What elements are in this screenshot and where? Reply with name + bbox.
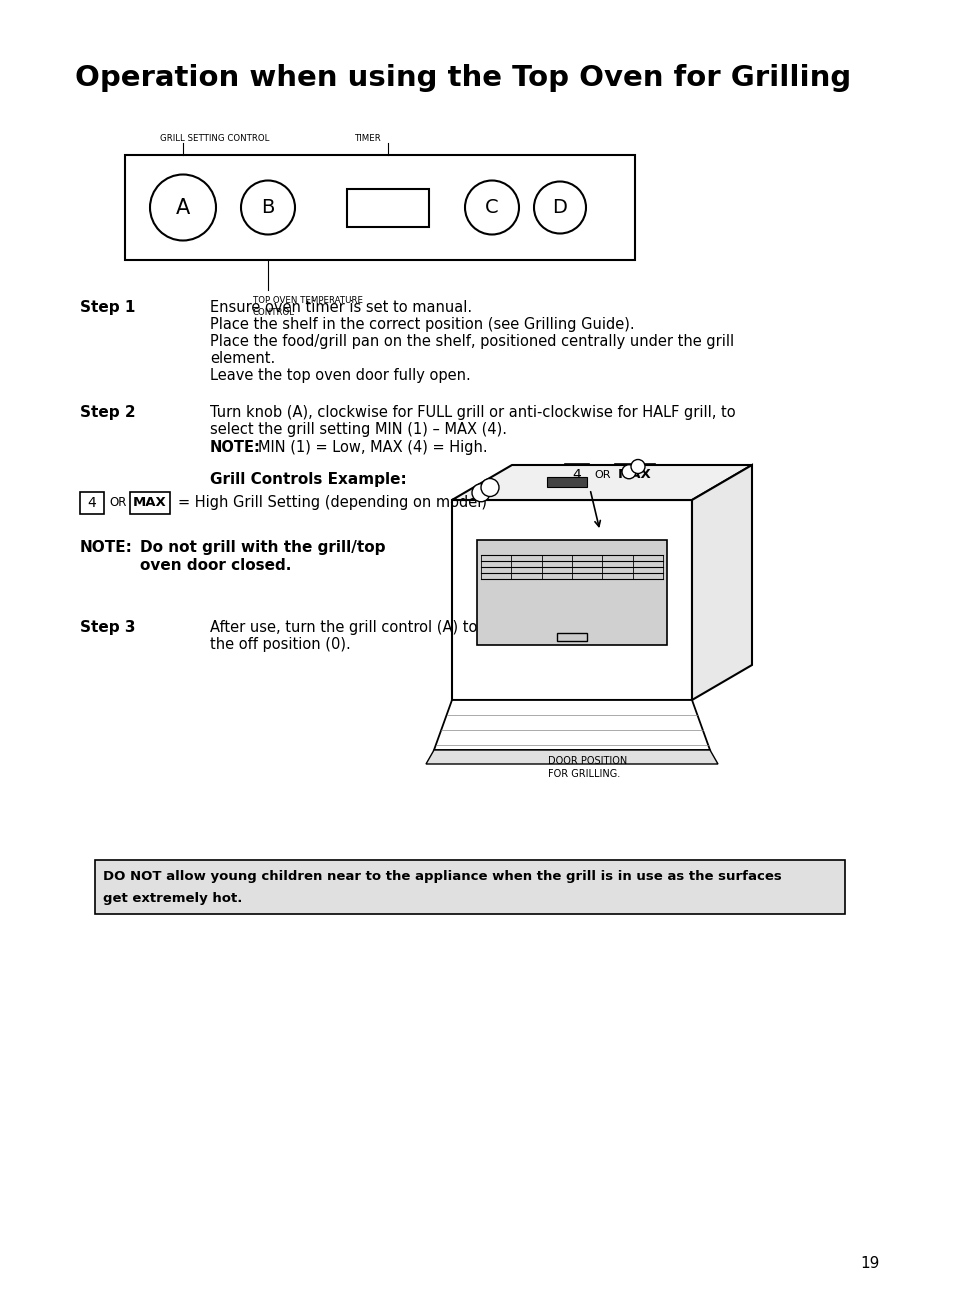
Text: After use, turn the grill control (A) to: After use, turn the grill control (A) to bbox=[210, 620, 476, 636]
Bar bbox=[95, 860, 844, 913]
Text: DOOR POSITION
FOR GRILLING.: DOOR POSITION FOR GRILLING. bbox=[547, 756, 626, 779]
Text: OR: OR bbox=[594, 470, 610, 480]
Text: oven door closed.: oven door closed. bbox=[140, 559, 291, 573]
Circle shape bbox=[480, 479, 498, 496]
Circle shape bbox=[241, 180, 294, 235]
Text: = High Grill Setting (depending on model): = High Grill Setting (depending on model… bbox=[178, 496, 486, 510]
Text: Step 1: Step 1 bbox=[80, 300, 135, 315]
Bar bbox=[615, 465, 655, 485]
Polygon shape bbox=[426, 750, 718, 763]
Circle shape bbox=[150, 175, 215, 240]
Text: Do not grill with the grill/top: Do not grill with the grill/top bbox=[140, 540, 385, 555]
Text: element.: element. bbox=[210, 351, 275, 365]
Text: Ensure oven timer is set to manual.: Ensure oven timer is set to manual. bbox=[210, 300, 472, 315]
Circle shape bbox=[630, 459, 644, 474]
Text: Operation when using the Top Oven for Grilling: Operation when using the Top Oven for Gr… bbox=[75, 64, 850, 91]
Circle shape bbox=[464, 180, 518, 235]
Text: 19: 19 bbox=[860, 1255, 879, 1271]
Polygon shape bbox=[691, 465, 751, 699]
Text: 4: 4 bbox=[572, 468, 580, 482]
Text: TOP OVEN TEMPERATURE
CONTROL: TOP OVEN TEMPERATURE CONTROL bbox=[253, 296, 363, 317]
Circle shape bbox=[472, 484, 490, 501]
Text: DO NOT allow young children near to the appliance when the grill is in use as th: DO NOT allow young children near to the … bbox=[103, 870, 781, 883]
Text: get extremely hot.: get extremely hot. bbox=[103, 893, 242, 904]
Bar bbox=[564, 465, 588, 485]
Circle shape bbox=[621, 465, 636, 479]
Text: C: C bbox=[485, 198, 498, 217]
Text: Leave the top oven door fully open.: Leave the top oven door fully open. bbox=[210, 368, 470, 382]
Text: Turn knob (A), clockwise for FULL grill or anti-clockwise for HALF grill, to: Turn knob (A), clockwise for FULL grill … bbox=[210, 405, 735, 420]
Text: select the grill setting MIN (1) – MAX (4).: select the grill setting MIN (1) – MAX (… bbox=[210, 422, 506, 437]
Bar bbox=[546, 476, 586, 487]
Text: Grill Controls Example:: Grill Controls Example: bbox=[210, 472, 406, 487]
Text: D: D bbox=[552, 198, 567, 217]
Text: the off position (0).: the off position (0). bbox=[210, 637, 351, 652]
Polygon shape bbox=[476, 540, 666, 645]
Bar bbox=[125, 155, 635, 260]
Text: NOTE:: NOTE: bbox=[80, 540, 132, 555]
Text: Place the food/grill pan on the shelf, positioned centrally under the grill: Place the food/grill pan on the shelf, p… bbox=[210, 334, 734, 348]
Polygon shape bbox=[434, 699, 709, 750]
Text: MAX: MAX bbox=[618, 468, 651, 482]
Text: MIN (1) = Low, MAX (4) = High.: MIN (1) = Low, MAX (4) = High. bbox=[257, 440, 487, 455]
Text: TIMER: TIMER bbox=[355, 134, 381, 144]
Text: Step 2: Step 2 bbox=[80, 405, 135, 420]
Text: GRILL SETTING CONTROL: GRILL SETTING CONTROL bbox=[160, 134, 269, 144]
Text: A: A bbox=[175, 197, 190, 218]
Text: 4: 4 bbox=[88, 496, 96, 510]
Text: NOTE:: NOTE: bbox=[210, 440, 260, 455]
Circle shape bbox=[534, 181, 585, 234]
Text: OR: OR bbox=[109, 496, 126, 509]
Text: MAX: MAX bbox=[133, 496, 167, 509]
Bar bbox=[347, 188, 429, 227]
Bar bbox=[130, 492, 170, 514]
Text: Place the shelf in the correct position (see Grilling Guide).: Place the shelf in the correct position … bbox=[210, 317, 634, 331]
Text: Step 3: Step 3 bbox=[80, 620, 135, 636]
Text: B: B bbox=[261, 198, 274, 217]
Polygon shape bbox=[452, 465, 751, 500]
Bar bbox=[80, 492, 104, 514]
Bar bbox=[557, 633, 586, 641]
Polygon shape bbox=[452, 500, 691, 699]
